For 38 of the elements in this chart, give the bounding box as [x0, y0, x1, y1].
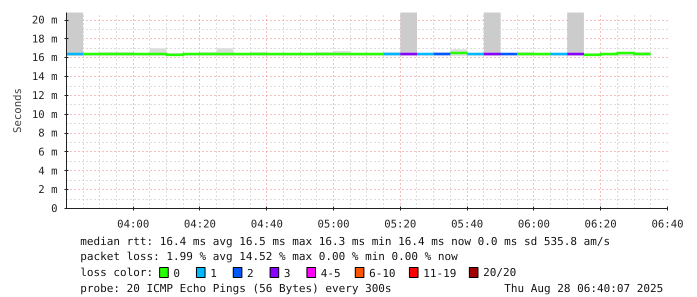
- y-tick-label: 20 m: [32, 14, 58, 27]
- legend-label: 1: [210, 267, 217, 280]
- text: Thu Aug 28 06:40:07 2025: [504, 282, 664, 295]
- text: median rtt: 16.4 ms avg 16.5 ms max 16.3 ms min 16.4 ms now 0.0 ms sd 535.8 am/s: [80, 235, 610, 248]
- y-axis-title: Seconds: [10, 88, 24, 133]
- legend-label: 6-10: [369, 267, 396, 280]
- y-tick-label: 16 m: [32, 51, 58, 64]
- y-tick-label: 4 m: [38, 164, 58, 178]
- y-tick-label: 12 m: [32, 88, 58, 102]
- legend-label: 2: [247, 267, 254, 280]
- x-tick-label: 05:00: [318, 218, 350, 230]
- y-tick-label: 6 m: [38, 145, 58, 158]
- legend-label: 20/20: [483, 266, 516, 279]
- text: packet loss: 1.99 % avg 14.52 % max 0.00 % min 0.00 % now: [80, 250, 458, 263]
- x-tick-label: 06:20: [584, 218, 617, 230]
- y-tick-label: 2 m: [38, 183, 58, 196]
- y-tick-label: 14 m: [32, 70, 58, 84]
- legend-label: 4-5: [320, 267, 341, 280]
- bar: [66, 12, 84, 56]
- bar: [567, 12, 584, 56]
- legend-label: 11-19: [423, 267, 456, 280]
- x-tick-label: 05:20: [384, 218, 416, 230]
- text: probe: 20 ICMP Echo Pings (56 Bytes) every 300s: [80, 282, 392, 295]
- x-tick-label: 05:40: [451, 218, 484, 230]
- x-tick-label: 06:00: [518, 218, 550, 230]
- x-tick-label: 04:00: [117, 218, 150, 230]
- legend-label: 0: [173, 267, 180, 280]
- x-tick-label: 04:20: [184, 218, 216, 230]
- y-tick-label: 0: [51, 202, 58, 215]
- bar: [400, 12, 418, 56]
- y-tick-label: 8 m: [38, 126, 58, 140]
- y-tick-label: 18 m: [32, 32, 58, 46]
- x-tick-label: 04:40: [250, 218, 283, 230]
- x-tick-label: 06:40: [651, 218, 684, 230]
- legend-title: loss color:: [80, 266, 154, 279]
- legend-label: 3: [284, 267, 290, 280]
- y-tick-label: 10 m: [32, 108, 58, 121]
- bar: [484, 12, 501, 56]
